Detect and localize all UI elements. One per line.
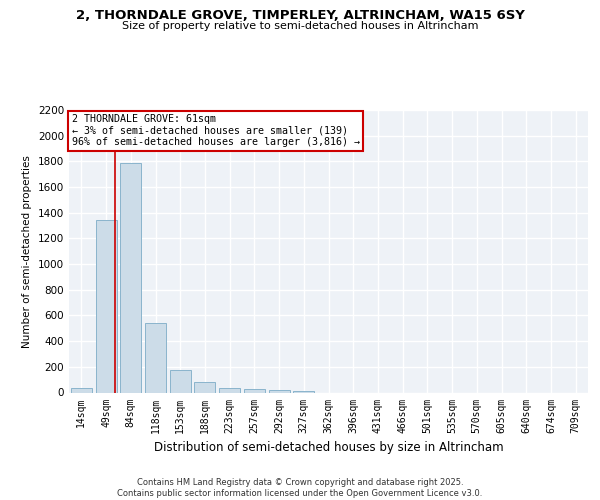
Text: Size of property relative to semi-detached houses in Altrincham: Size of property relative to semi-detach… xyxy=(122,21,478,31)
Text: Contains HM Land Registry data © Crown copyright and database right 2025.
Contai: Contains HM Land Registry data © Crown c… xyxy=(118,478,482,498)
Y-axis label: Number of semi-detached properties: Number of semi-detached properties xyxy=(22,155,32,348)
Bar xyxy=(95,220,116,392)
Bar xyxy=(293,391,314,392)
Bar xyxy=(244,390,265,392)
Bar xyxy=(219,388,240,392)
Bar xyxy=(194,382,215,392)
Bar xyxy=(120,162,141,392)
Bar xyxy=(71,388,92,392)
Bar xyxy=(145,323,166,392)
Bar xyxy=(170,370,191,392)
Bar xyxy=(269,390,290,392)
Text: 2 THORNDALE GROVE: 61sqm
← 3% of semi-detached houses are smaller (139)
96% of s: 2 THORNDALE GROVE: 61sqm ← 3% of semi-de… xyxy=(71,114,359,148)
Text: 2, THORNDALE GROVE, TIMPERLEY, ALTRINCHAM, WA15 6SY: 2, THORNDALE GROVE, TIMPERLEY, ALTRINCHA… xyxy=(76,9,524,22)
X-axis label: Distribution of semi-detached houses by size in Altrincham: Distribution of semi-detached houses by … xyxy=(154,441,503,454)
